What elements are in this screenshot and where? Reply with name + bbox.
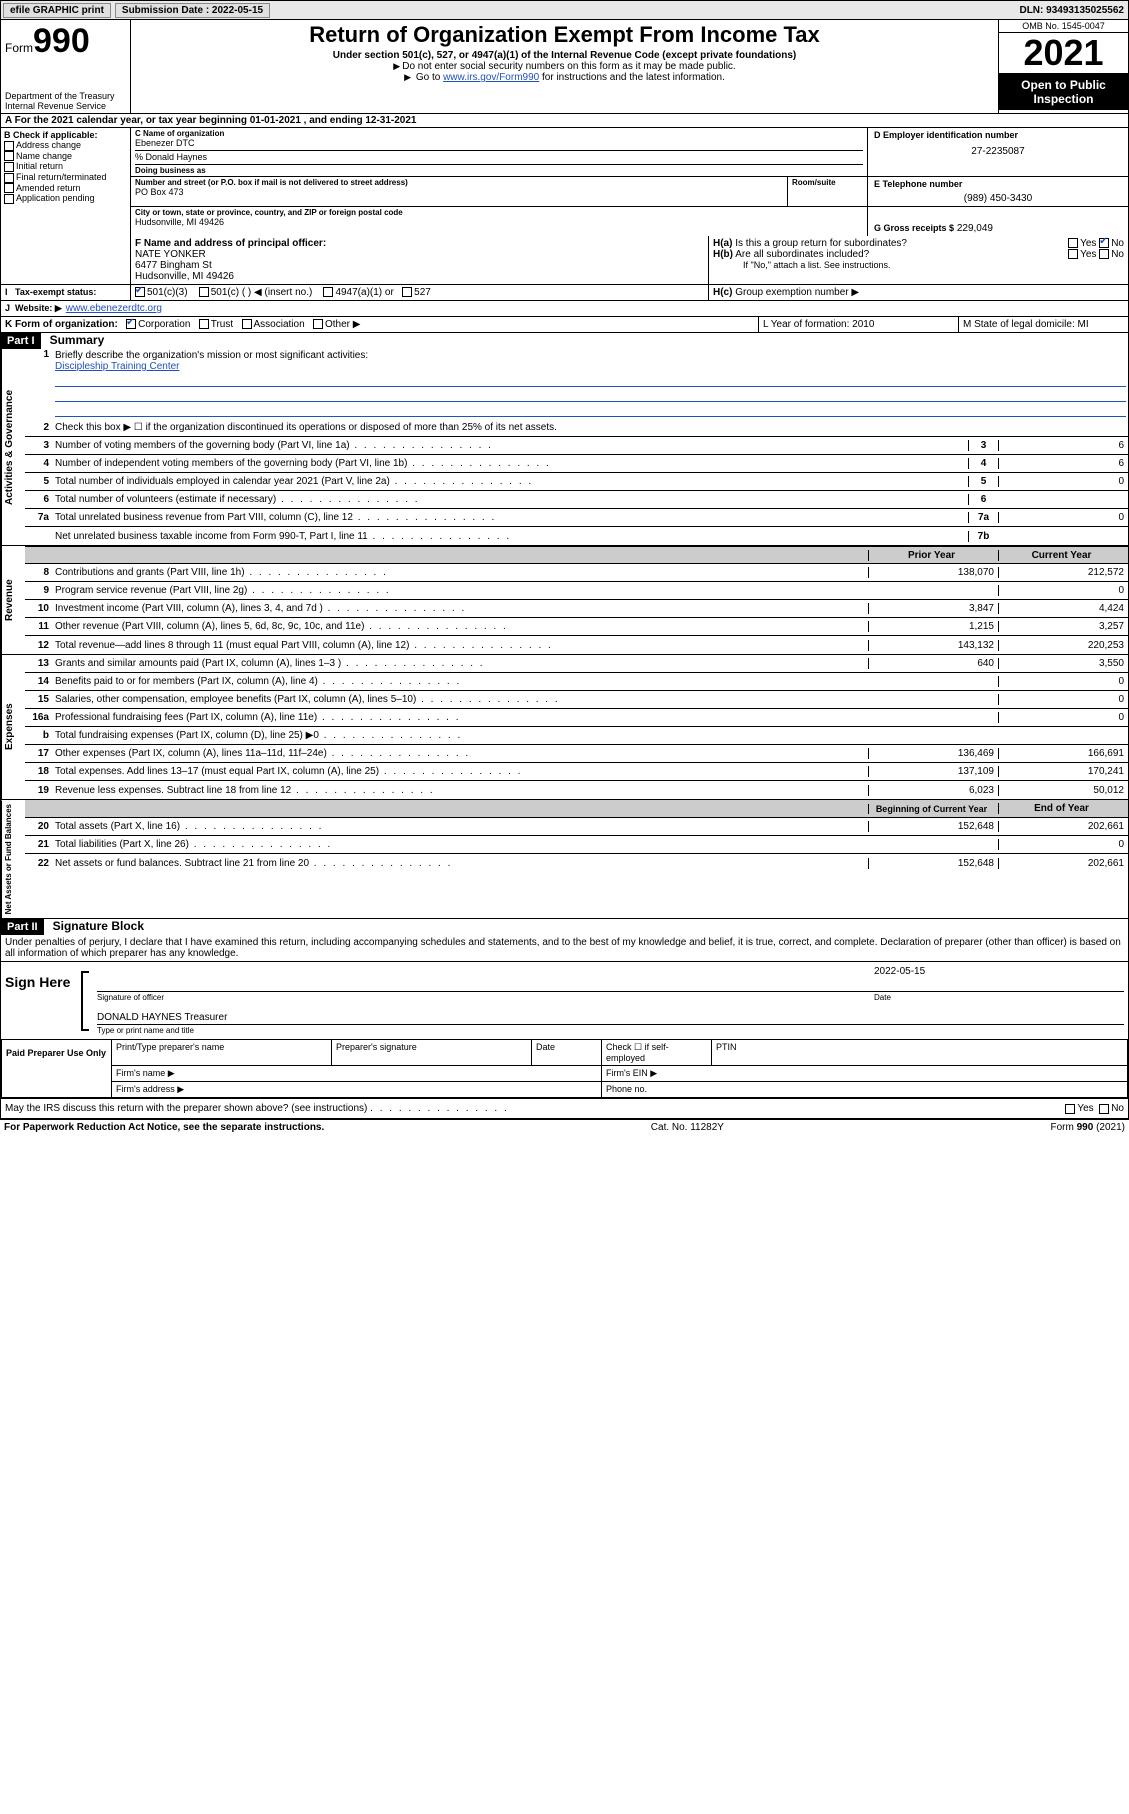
vlabel-revenue: Revenue [1, 546, 25, 654]
dba-label: Doing business as [135, 164, 863, 175]
pra-notice: For Paperwork Reduction Act Notice, see … [4, 1122, 324, 1133]
cat-number: Cat. No. 11282Y [651, 1122, 724, 1133]
website-link[interactable]: www.ebenezerdtc.org [66, 303, 162, 314]
chk-address-change[interactable]: Address change [16, 140, 81, 150]
form-header: Form990 Department of the Treasury Inter… [0, 20, 1129, 114]
ein-value: 27-2235087 [874, 146, 1122, 157]
type-name-label: Type or print name and title [97, 1026, 1124, 1035]
discuss-label: May the IRS discuss this return with the… [5, 1103, 367, 1114]
opt-501c[interactable]: 501(c) ( ) ◀ (insert no.) [211, 287, 313, 298]
irs-link[interactable]: www.irs.gov/Form990 [443, 72, 539, 83]
self-employed-label: Check ☐ if self-employed [602, 1040, 712, 1066]
hc-label: Group exemption number ▶ [735, 287, 859, 298]
chk-app-pending[interactable]: Application pending [16, 193, 95, 203]
chk-amended[interactable]: Amended return [16, 183, 81, 193]
hb-label: Are all subordinates included? [735, 249, 869, 260]
form-label: Form [5, 41, 33, 55]
year-formation: L Year of formation: 2010 [758, 317, 958, 332]
line-a: A For the 2021 calendar year, or tax yea… [0, 114, 1129, 128]
officer-name-title: DONALD HAYNES Treasurer [97, 1012, 1124, 1023]
sig-officer-label: Signature of officer [97, 993, 874, 1002]
q1-label: Briefly describe the organization's miss… [55, 350, 1126, 361]
sig-date: 2022-05-15 [874, 966, 1124, 977]
opt-4947[interactable]: 4947(a)(1) or [335, 287, 393, 298]
officer-label: F Name and address of principal officer: [135, 238, 704, 249]
chk-initial-return[interactable]: Initial return [16, 161, 63, 171]
vlabel-netassets: Net Assets or Fund Balances [1, 800, 25, 918]
topbar: efile GRAPHIC print Submission Date : 20… [0, 0, 1129, 20]
date-label: Date [874, 993, 1124, 1002]
col-end: End of Year [998, 803, 1128, 814]
addr-value: PO Box 473 [135, 187, 783, 197]
part1-header: Part I [1, 333, 41, 349]
form-footer: Form 990 (2021) [1051, 1122, 1125, 1133]
col-begin: Beginning of Current Year [868, 804, 998, 814]
vlabel-expenses: Expenses [1, 655, 25, 799]
dept-label: Department of the Treasury [5, 91, 126, 101]
submission-date-button[interactable]: Submission Date : 2022-05-15 [115, 3, 270, 18]
opt-527[interactable]: 527 [414, 287, 431, 298]
org-name-label: C Name of organization [135, 129, 863, 138]
ptin-label: PTIN [712, 1040, 1128, 1066]
firm-phone-label: Phone no. [602, 1082, 1128, 1098]
phone-label: E Telephone number [874, 179, 1122, 189]
city-label: City or town, state or province, country… [135, 208, 863, 217]
part2-title: Signature Block [47, 917, 150, 935]
note-goto: Go to www.irs.gov/Form990 for instructio… [135, 72, 994, 83]
state-domicile: M State of legal domicile: MI [958, 317, 1128, 332]
officer-name: NATE YONKER [135, 249, 704, 260]
form-subtitle: Under section 501(c), 527, or 4947(a)(1)… [135, 50, 994, 61]
firm-name-label: Firm's name ▶ [112, 1066, 602, 1082]
dln-label: DLN: 93493135025562 [1015, 5, 1128, 16]
part1-title: Summary [44, 331, 111, 349]
prep-name-label: Print/Type preparer's name [112, 1040, 332, 1066]
officer-addr1: 6477 Bingham St [135, 260, 704, 271]
part2-header: Part II [1, 919, 44, 935]
sign-here-label: Sign Here [1, 962, 81, 1039]
tax-exempt-label: I Tax-exempt status: [1, 285, 131, 300]
chk-final-return[interactable]: Final return/terminated [16, 172, 107, 182]
prep-date-label: Date [532, 1040, 602, 1066]
addr-label: Number and street (or P.O. box if mail i… [135, 178, 783, 187]
org-name: Ebenezer DTC [135, 138, 863, 148]
hb-note: If "No," attach a list. See instructions… [713, 260, 1124, 270]
opt-trust[interactable]: Trust [211, 319, 233, 330]
form-title: Return of Organization Exempt From Incom… [135, 22, 994, 48]
opt-corp[interactable]: Corporation [138, 319, 190, 330]
opt-501c3[interactable]: 501(c)(3) [147, 287, 188, 298]
room-label: Room/suite [792, 178, 863, 187]
perjury-text: Under penalties of perjury, I declare th… [1, 935, 1128, 961]
chk-name-change[interactable]: Name change [16, 151, 72, 161]
phone-value: (989) 450-3430 [874, 193, 1122, 204]
form-number: 990 [33, 22, 90, 60]
opt-assoc[interactable]: Association [254, 319, 305, 330]
paid-preparer-label: Paid Preparer Use Only [2, 1040, 112, 1098]
section-b: B Check if applicable: Address change Na… [1, 128, 131, 236]
col-current: Current Year [998, 550, 1128, 561]
tax-year: 2021 [999, 33, 1128, 74]
gross-receipts-label: G Gross receipts $ [874, 223, 954, 233]
care-of: % Donald Haynes [135, 150, 863, 162]
note-ssn: Do not enter social security numbers on … [135, 61, 994, 72]
firm-addr-label: Firm's address ▶ [112, 1082, 602, 1098]
ein-label: D Employer identification number [874, 130, 1122, 140]
city-value: Hudsonville, MI 49426 [135, 217, 863, 227]
gross-receipts-value: 229,049 [957, 223, 993, 234]
entity-block: B Check if applicable: Address change Na… [0, 128, 1129, 236]
officer-addr2: Hudsonville, MI 49426 [135, 271, 704, 282]
firm-ein-label: Firm's EIN ▶ [602, 1066, 1128, 1082]
open-to-public: Open to Public Inspection [999, 74, 1128, 110]
efile-button[interactable]: efile GRAPHIC print [3, 3, 111, 18]
opt-other[interactable]: Other ▶ [325, 319, 360, 330]
irs-label: Internal Revenue Service [5, 101, 126, 111]
prep-sig-label: Preparer's signature [332, 1040, 532, 1066]
col-prior: Prior Year [868, 550, 998, 561]
vlabel-governance: Activities & Governance [1, 349, 25, 545]
mission-text: Discipleship Training Center [55, 361, 1126, 372]
ha-label: Is this a group return for subordinates? [735, 238, 907, 249]
q2-label: Check this box ▶ ☐ if the organization d… [53, 421, 1128, 434]
